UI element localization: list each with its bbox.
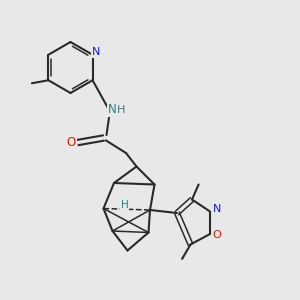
Text: O: O xyxy=(67,136,76,149)
Text: O: O xyxy=(212,230,221,241)
Text: H: H xyxy=(117,105,125,116)
Text: N: N xyxy=(212,204,221,214)
Text: N: N xyxy=(92,47,100,57)
Text: N: N xyxy=(107,103,116,116)
Text: H: H xyxy=(121,200,128,210)
